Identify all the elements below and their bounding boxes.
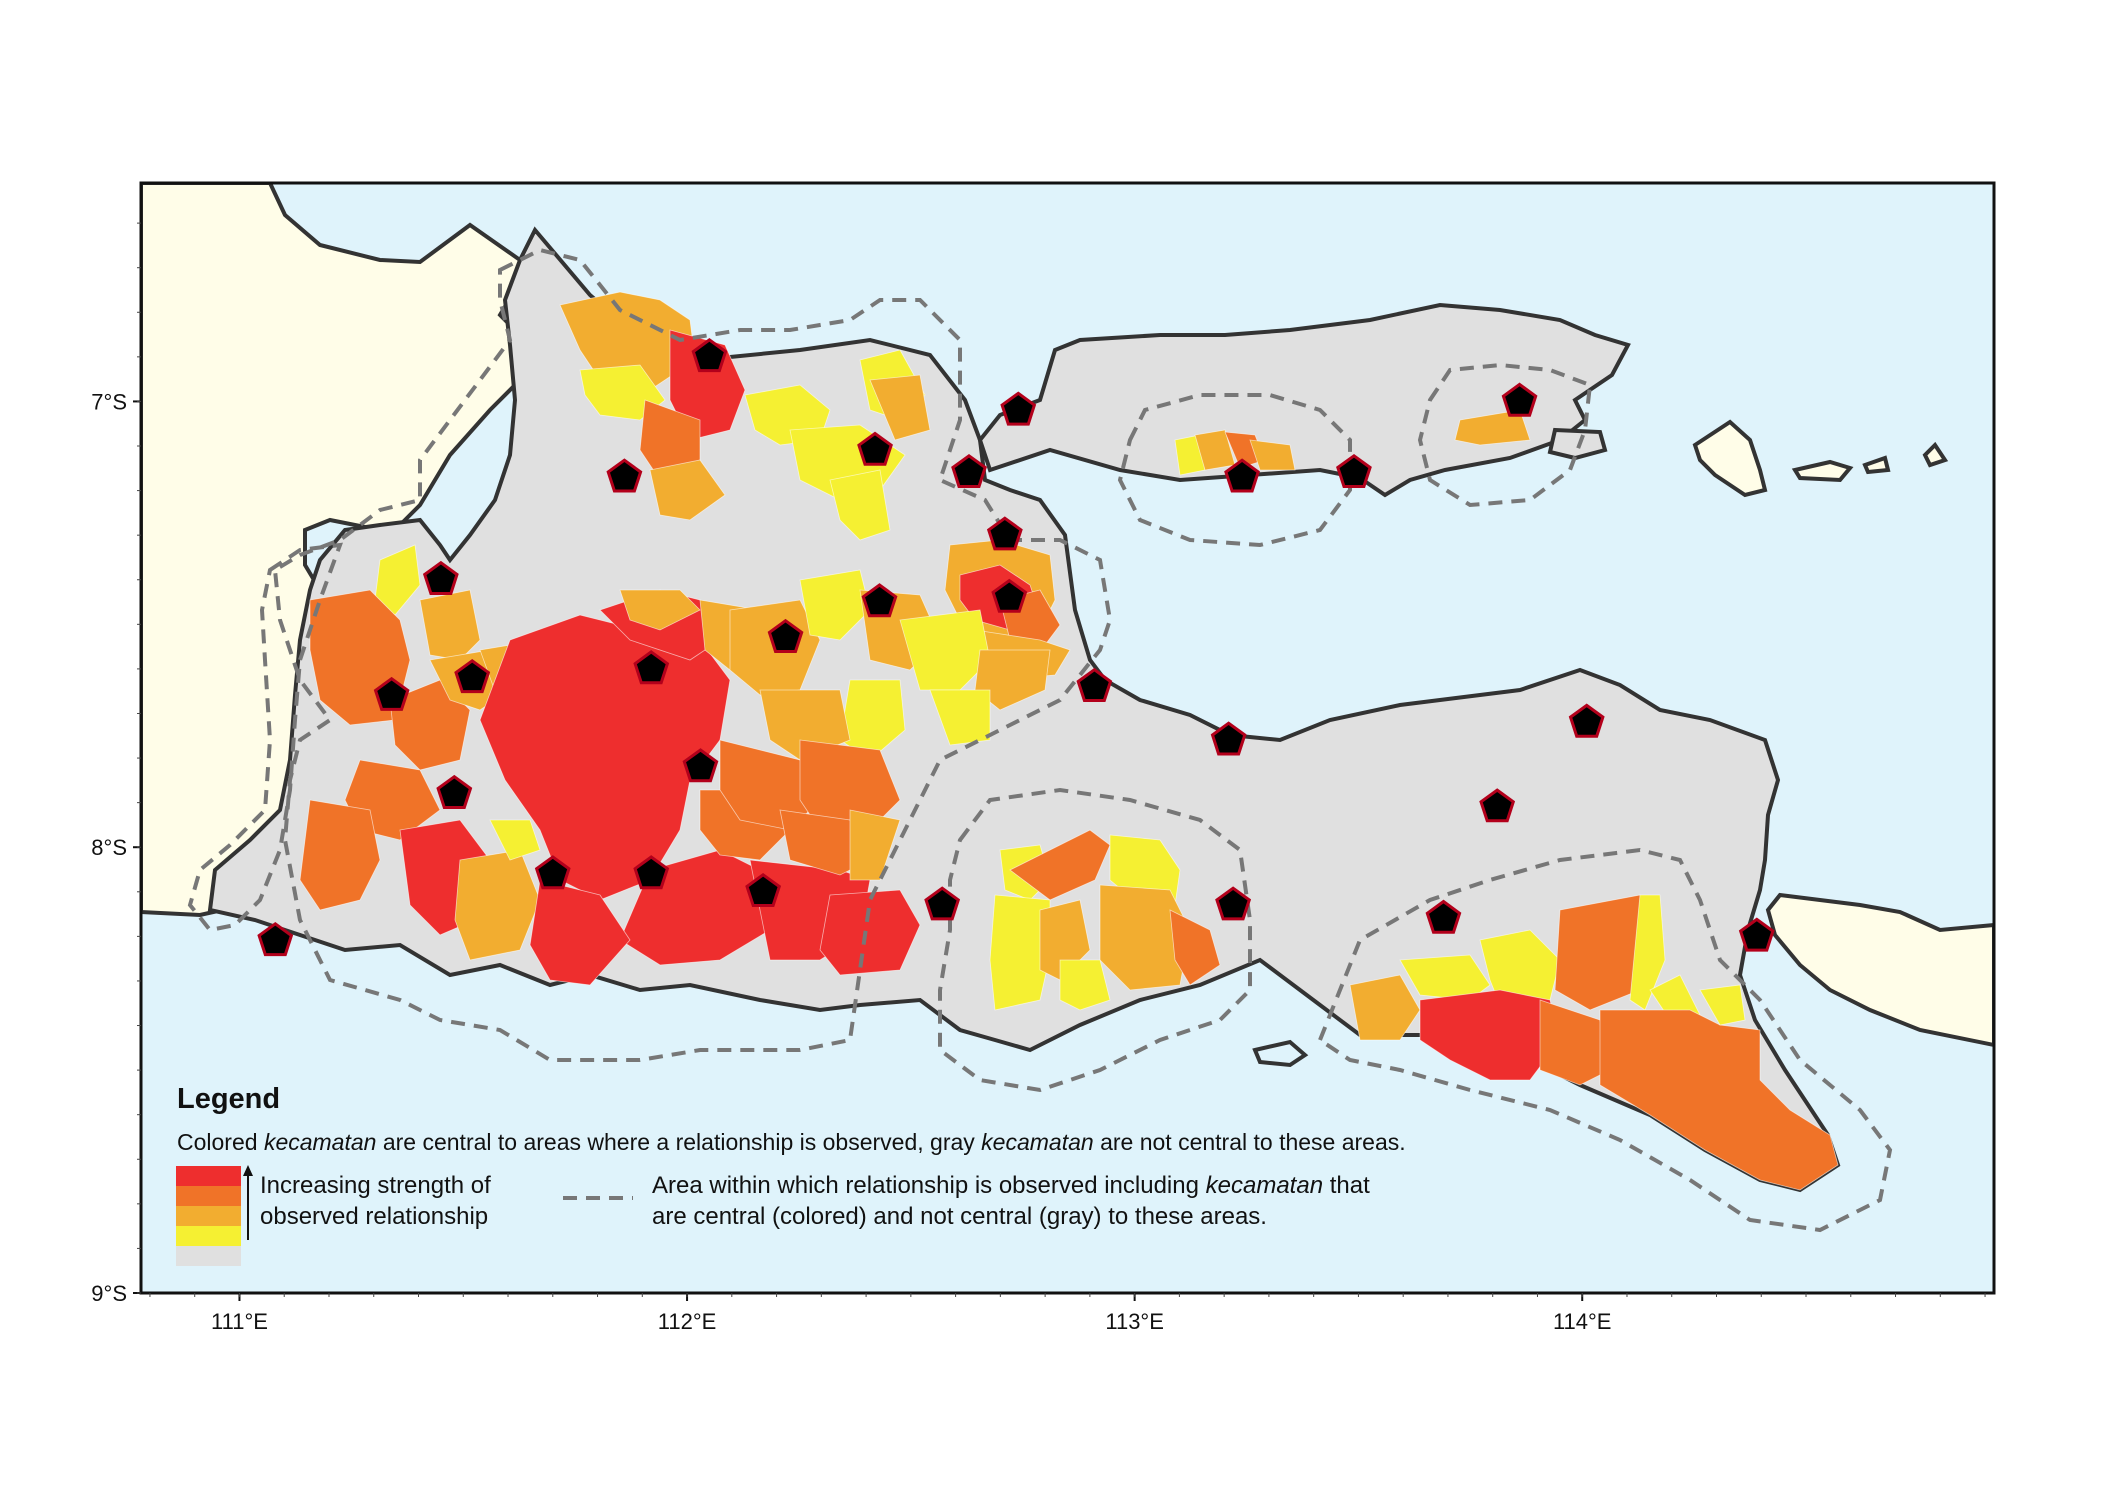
- island-raas: [1547, 427, 1608, 461]
- legend-swatch-level-3: [176, 1206, 241, 1226]
- pentagon-marker-27: [1501, 382, 1538, 417]
- legend-arrow: [243, 1165, 253, 1240]
- region-level-4: [374, 544, 421, 616]
- pentagon-marker-2: [422, 560, 459, 595]
- pentagon-marker-26: [1479, 788, 1516, 823]
- region-level-4: [829, 469, 891, 541]
- pentagon-marker-16: [951, 453, 987, 488]
- region-level-2: [1539, 999, 1611, 1086]
- region-level-3: [619, 589, 701, 631]
- region-level-3: [1249, 439, 1296, 471]
- pentagon-marker-6: [606, 458, 643, 493]
- legend: Legend Colored kecamatan are central to …: [176, 1083, 1406, 1266]
- region-level-2: [299, 799, 381, 911]
- marker-layer: [257, 338, 1775, 957]
- pentagon-marker-7: [633, 650, 670, 685]
- region-level-4: [579, 364, 666, 421]
- y-tick-label-0: 7°S: [91, 389, 127, 414]
- map-area: [141, 183, 1994, 1293]
- pentagon-marker-25: [1425, 899, 1462, 934]
- region-level-4: [1629, 894, 1666, 1011]
- pentagon-marker-0: [257, 921, 294, 957]
- region-level-3: [649, 459, 726, 521]
- legend-area-line-2: are central (colored) and not central (g…: [652, 1203, 1267, 1230]
- island-small-b: [1862, 455, 1891, 475]
- region-level-1: [819, 889, 921, 976]
- pentagon-marker-19: [1000, 391, 1037, 426]
- pentagon-marker-12: [745, 872, 782, 907]
- island-nusa-barung: [1252, 1039, 1309, 1068]
- island-small-a: [1791, 459, 1854, 483]
- pentagon-marker-22: [1215, 886, 1252, 921]
- region-level-4: [799, 569, 871, 641]
- region-level-2: [1599, 1009, 1839, 1191]
- legend-swatch-level-4: [176, 1226, 241, 1246]
- bali-land: [1765, 892, 1994, 1048]
- dashed-area-west: [272, 247, 1113, 1062]
- region-level-4: [1059, 959, 1111, 1011]
- region-level-4: [929, 689, 991, 746]
- x-tick-label-2: 113°E: [1105, 1309, 1164, 1334]
- legend-swatch-level-2: [176, 1186, 241, 1206]
- pentagon-marker-3: [454, 658, 491, 694]
- pentagon-marker-8: [633, 855, 670, 890]
- region-level-1: [529, 879, 631, 986]
- legend-title: Legend: [177, 1083, 280, 1115]
- x-tick-label-0: 111°E: [211, 1309, 268, 1334]
- pentagon-marker-5: [534, 855, 571, 890]
- y-tick-label-2: 9°S: [91, 1281, 127, 1306]
- dashed-area-madura-west: [1117, 393, 1352, 548]
- region-level-3: [869, 374, 931, 441]
- pentagon-marker-14: [861, 583, 898, 618]
- pentagon-marker-9: [682, 748, 719, 783]
- pentagon-marker-23: [1224, 458, 1260, 493]
- pentagon-marker-24: [1336, 453, 1372, 488]
- region-level-4: [899, 609, 991, 691]
- legend-strength-line-2: observed relationship: [260, 1203, 488, 1230]
- region-level-3: [974, 649, 1051, 711]
- pentagon-marker-13: [857, 431, 893, 466]
- region-level-4: [1699, 984, 1746, 1026]
- axis-layer: 111°E 112°E 113°E 114°E 7°S 8°S 9°S: [91, 222, 1986, 1334]
- pentagon-marker-10: [691, 338, 728, 373]
- x-tick-label-1: 112°E: [658, 1309, 717, 1334]
- region-level-1: [1419, 989, 1561, 1081]
- island-sapudi: [1692, 419, 1768, 498]
- legend-caption: Colored kecamatan are central to areas w…: [177, 1129, 1406, 1155]
- pentagon-marker-18: [991, 578, 1028, 613]
- legend-swatch-gray: [176, 1246, 241, 1266]
- island-small-c: [1922, 441, 1949, 468]
- legend-area-line-1: Area within which relationship is observ…: [652, 1172, 1370, 1199]
- region-level-2: [1169, 909, 1221, 986]
- region-level-4: [989, 894, 1051, 1011]
- map-frame: [139, 181, 1996, 1295]
- dashed-area-east: [1317, 847, 1893, 1233]
- region-level-1: [669, 329, 746, 441]
- y-tick-label-1: 8°S: [91, 835, 127, 860]
- region-level-3: [419, 589, 481, 661]
- region-level-3: [1349, 974, 1421, 1041]
- dashed-area-boundaries: [187, 247, 1893, 1233]
- pentagon-marker-15: [924, 886, 961, 921]
- pentagon-marker-28: [1568, 703, 1605, 738]
- madura-island: [977, 302, 1631, 498]
- region-level-4: [489, 819, 541, 861]
- legend-color-ramp: [176, 1166, 241, 1266]
- region-level-3: [849, 809, 901, 881]
- pentagon-marker-17: [986, 516, 1023, 551]
- legend-swatch-level-1: [176, 1166, 241, 1186]
- pentagon-marker-4: [436, 774, 473, 809]
- pentagon-marker-29: [1738, 917, 1775, 952]
- choropleth-regions: [299, 291, 1839, 1191]
- pentagon-marker-11: [767, 618, 804, 653]
- pentagon-marker-21: [1210, 721, 1247, 756]
- region-level-2: [1009, 829, 1111, 901]
- pentagon-marker-1: [373, 676, 410, 711]
- dashed-area-madura-east: [1417, 362, 1593, 508]
- legend-strength-line-1: Increasing strength of: [260, 1172, 491, 1199]
- pentagon-marker-20: [1076, 667, 1113, 702]
- x-tick-label-3: 114°E: [1553, 1309, 1612, 1334]
